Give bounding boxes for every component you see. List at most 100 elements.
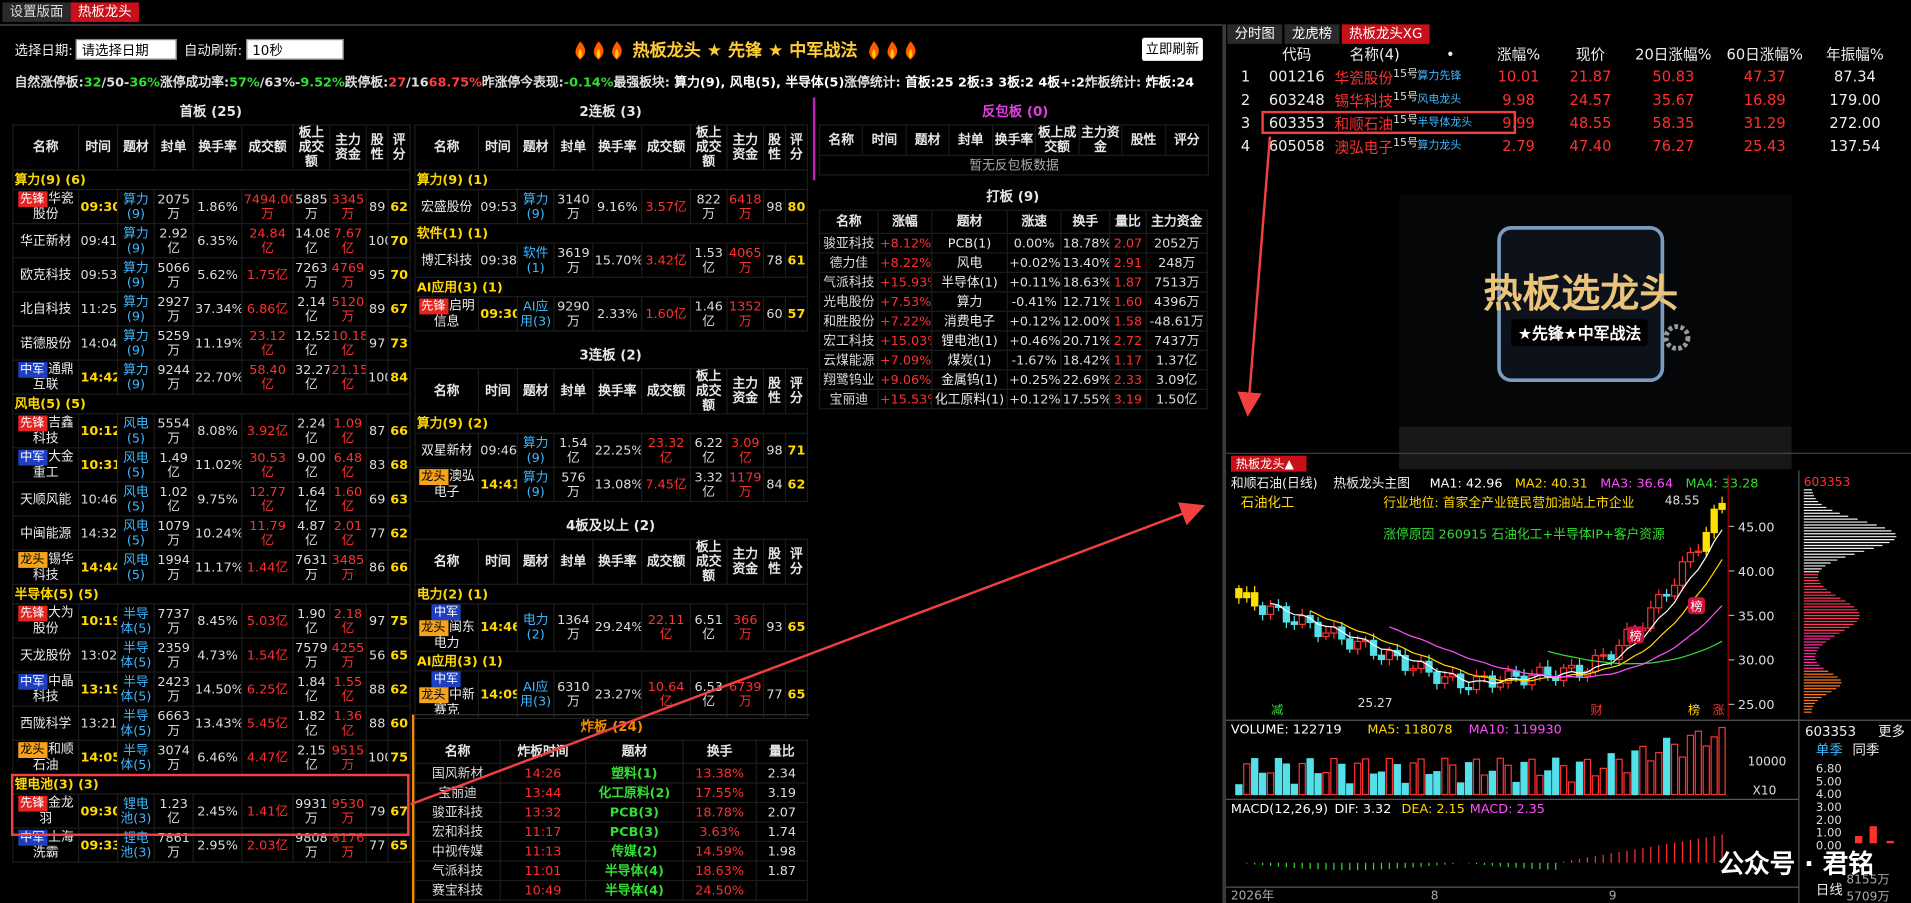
cell: 3.19 xyxy=(1109,388,1147,410)
stock-row[interactable]: 德力佳 +8.22% 风电 +0.02% 13.40% 2.91 248万 xyxy=(819,252,1208,273)
stock-row[interactable]: 中军 大金重工 10:31 风电(5) 1.49亿 11.02% 30.53亿 9.00亿 6.… xyxy=(12,447,411,483)
candle-body xyxy=(1314,621,1322,638)
stock-row[interactable]: 和胜股份 +7.22% 消费电子 +0.12% 12.00% 1.58 -48.61万 xyxy=(819,310,1208,332)
stock-name-cell: 中军 通鼎互联 xyxy=(12,359,80,395)
tab-active[interactable]: 热板龙头 xyxy=(70,2,139,22)
stock-row[interactable]: 宏盛股份 09:53 算力(9) 3140万 9.16% 3.57亿 822万 6418万 98… xyxy=(414,188,809,225)
cell: 1364万 xyxy=(553,603,594,652)
cell: 3.92亿 xyxy=(241,413,294,449)
column-header: 名称 xyxy=(414,368,479,415)
stock-row[interactable]: 中军龙头 闽东电力 14:46 电力(2) 1364万 29.24% 22.11亿 6.51亿… xyxy=(414,603,809,652)
stock-row[interactable]: 先锋 大为股份 10:19 半导体(5) 7737万 8.45% 5.03亿 1.90亿 2.1… xyxy=(12,603,411,639)
tab-active[interactable]: 热板龙头XG xyxy=(1341,24,1430,44)
stock-row[interactable]: 西陇科学 13:21 半导体(5) 6663万 13.43% 5.45亿 1.82亿 1.36… xyxy=(12,705,411,741)
stock-row[interactable]: 欧克科技 09:53 算力(9) 5066万 5.62% 1.75亿 7263万 4769万 9… xyxy=(12,257,411,293)
column-header: 名称(4) xyxy=(1349,45,1400,63)
stock-row[interactable]: 3 603353 和顺石油15号 半导体龙头 9.99 48.55 58.35 31.29 27… xyxy=(1231,111,1899,134)
column-header: 成交额 xyxy=(241,124,294,171)
stock-row[interactable]: 先锋 华瓷股份 09:30 算力(9) 2075万 1.86% 7494.00万 5885万 3… xyxy=(12,188,411,225)
refresh-select[interactable]: 10秒 xyxy=(246,38,344,60)
tab[interactable]: 设置版面 xyxy=(2,2,71,22)
stock-row[interactable]: 天龙股份 13:02 半导体(5) 2359万 4.73% 1.54亿 7579万 4255万… xyxy=(12,637,411,673)
cell: 87.34 xyxy=(1833,67,1876,85)
cell: 锂电池(3) xyxy=(117,827,155,863)
cell: 1.98 xyxy=(755,840,809,862)
cell: 31.29 xyxy=(1743,113,1786,132)
stock-row[interactable]: 宝丽迪+15.53%化工原料(1)+0.12%17.55%3.191.50亿 xyxy=(819,388,1208,410)
column-header: 涨速 xyxy=(1006,209,1062,234)
stock-row[interactable]: 诺德股份 14:04 算力(9) 5259万 11.19% 23.12亿 12.52亿 10.… xyxy=(12,325,411,361)
stock-row[interactable]: 中军 中晶科技 13:19 半导体(5) 2423万 14.50% 6.25亿 1.84亿 1.… xyxy=(12,671,411,707)
stock-row[interactable]: 龙头 和顺石油 14:05 半导体(5) 3074万 6.46% 4.47亿 2.15亿 951… xyxy=(12,739,411,776)
volume-bar xyxy=(1472,758,1481,796)
stock-row[interactable]: 中闽能源 14:32 风电(5) 1079万 10.24% 11.79亿 4.87亿 2.01… xyxy=(12,515,411,551)
tag: 龙头 xyxy=(418,687,448,704)
candle-body xyxy=(1504,670,1512,684)
stock-code: 603248 xyxy=(1268,90,1325,108)
stock-row[interactable]: 翔鹭钨业 +9.06% 金属钨(1) +0.25% 22.69% 2.33 3.09亿 xyxy=(819,369,1208,390)
cell: 14.59% xyxy=(682,840,757,862)
stock-row[interactable]: 气派科技 11:01 半导体(4) 18.63% 1.87 xyxy=(414,860,809,882)
stock-row[interactable]: 光电股份 +7.53% 算力 -0.41% 12.71% 1.60 4396万 xyxy=(819,291,1208,312)
stock-name-cell: 澳弘电子15号 xyxy=(1333,134,1418,157)
date-select[interactable]: 请选择日期 xyxy=(75,38,177,60)
cell: 宏工科技 xyxy=(819,330,879,351)
stock-row[interactable]: 博汇科技 09:38 软件(1) 3619万 15.70% 3.42亿 1.53亿 4065万… xyxy=(414,242,809,278)
header-row: 名称 时间 题材 封单 换手率 成交额 板上成交额 主力资金 股性 评分 xyxy=(414,538,809,585)
stock-row[interactable]: 龙头 澳弘电子 14:41 算力(9) 576万 13.08% 7.45亿 3.32亿 1179… xyxy=(414,466,809,503)
stock-row[interactable]: 龙头 锡华科技 14:44 风电(5) 1994万 11.17% 1.44亿 7631万 348… xyxy=(12,549,411,585)
volume-legend: MA10: 119930 xyxy=(1469,723,1562,738)
cell: 66 xyxy=(387,413,411,449)
cell: 煤炭(1) xyxy=(931,349,1008,371)
stock-row[interactable]: 1 001216 华瓷股份15号 算力先锋 10.01 21.87 50.83 47.37 87… xyxy=(1231,65,1899,88)
stock-row[interactable]: 中军 上海洗霸 09:33 锂电池(3) 7861万 2.95% 2.03亿 9808万 817… xyxy=(12,827,411,863)
stock-row[interactable]: 先锋 吉鑫科技 10:12 风电(5) 5554万 8.08% 3.92亿 2.24亿 1.09… xyxy=(12,413,411,449)
stock-row[interactable]: 中视传媒 11:13 传媒(2) 14.59% 1.98 xyxy=(414,840,809,862)
cell: 2.24亿 xyxy=(292,413,331,449)
stock-row[interactable]: 先锋 启明信息 09:30 AI应用(3) 9290万 2.33% 1.60亿 1.46亿 13… xyxy=(414,296,809,332)
stock-row[interactable]: 赛宝科技 10:49 半导体(4) 24.50% xyxy=(414,879,809,901)
stock-row[interactable]: 双星新材 09:46 算力(9) 1.54亿 22.25% 23.32亿 6.22亿 3.09… xyxy=(414,432,809,468)
column-header: • xyxy=(1445,45,1455,63)
cell: 65 xyxy=(784,670,809,719)
stock-row[interactable]: 骏亚科技 13:32 PCB(3) 18.78% 2.07 xyxy=(414,801,809,823)
volume-bar xyxy=(1441,757,1449,796)
volume-bar xyxy=(1583,758,1592,796)
cell: 32.27亿 xyxy=(292,359,331,395)
cell: 89 xyxy=(365,291,389,327)
cell: 德力佳 xyxy=(819,252,879,273)
refresh-button[interactable]: 立即刷新 xyxy=(1141,37,1203,61)
stock-row[interactable]: 中军 通鼎互联 14:42 算力(9) 9244万 22.70% 58.40亿 32.27亿 2… xyxy=(12,359,411,395)
stock-row[interactable]: 云煤能源 +7.09% 煤炭(1) -1.67% 18.42% 1.17 1.37亿 xyxy=(819,349,1208,371)
stock-row[interactable]: 2 603248 锡华科技15号 风电龙头 9.98 24.57 35.67 16.89 179… xyxy=(1231,88,1899,111)
cell: 中视传媒 xyxy=(414,840,501,862)
stat-segment: /16 xyxy=(406,75,429,91)
candle-body xyxy=(1496,682,1504,688)
cell: 65 xyxy=(387,827,411,863)
stock-row[interactable]: 中军龙头 中新赛克 14:09 AI应用(3) 6310万 23.27% 10.64亿 6.5… xyxy=(414,670,809,719)
candle-body xyxy=(1425,660,1433,673)
badge xyxy=(1687,597,1706,615)
stock-row[interactable]: 4 605058 澳弘电子15号 算力龙头 2.79 47.40 76.27 25.43 137… xyxy=(1231,134,1899,157)
right-tabs: 分时图 龙虎榜 热板龙头XG xyxy=(1227,24,1430,44)
cell: 3.09亿 xyxy=(726,432,765,468)
cell: -1.67% xyxy=(1006,349,1062,371)
volume-bar xyxy=(1425,773,1433,796)
volume-bar xyxy=(1314,773,1322,796)
cell: 1.75亿 xyxy=(241,257,294,293)
cell: 算力(9) xyxy=(117,257,155,293)
stock-row[interactable]: 天顺风能 10:46 风电(5) 1.02亿 9.75% 12.77亿 1.64亿 1.60亿… xyxy=(12,481,411,517)
tab[interactable]: 分时图 xyxy=(1227,24,1283,44)
tab[interactable]: 龙虎榜 xyxy=(1284,24,1340,44)
side-tick: 3.00 xyxy=(1816,800,1842,814)
stock-row[interactable]: 北自科技 11:25 算力(9) 2927万 37.34% 6.86亿 2.14亿 5120万… xyxy=(12,291,411,327)
cell: 58.40亿 xyxy=(241,359,294,395)
cell: 8.08% xyxy=(192,413,243,449)
cell: PCB(3) xyxy=(585,801,684,823)
cell: 09:33 xyxy=(78,827,119,863)
stock-row[interactable]: 华正新材 09:41 算力(9) 2.92亿 6.35% 24.84亿 14.08亿 7.67… xyxy=(12,223,411,259)
cell: 47.40 xyxy=(1569,137,1612,155)
cell: 47.37 xyxy=(1743,67,1786,85)
